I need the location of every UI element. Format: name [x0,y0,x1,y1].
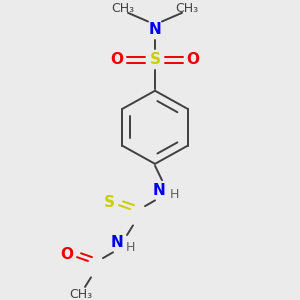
Text: CH₃: CH₃ [176,2,199,14]
Text: CH₃: CH₃ [69,288,93,300]
Text: CH₃: CH₃ [111,2,135,14]
Text: H: H [125,241,135,254]
Text: S: S [103,195,115,210]
Text: N: N [148,22,161,37]
Text: N: N [111,235,123,250]
Text: O: O [110,52,124,68]
Text: S: S [149,52,161,68]
Text: H: H [169,188,179,201]
Text: O: O [61,247,74,262]
Text: O: O [187,52,200,68]
Text: N: N [153,183,165,198]
